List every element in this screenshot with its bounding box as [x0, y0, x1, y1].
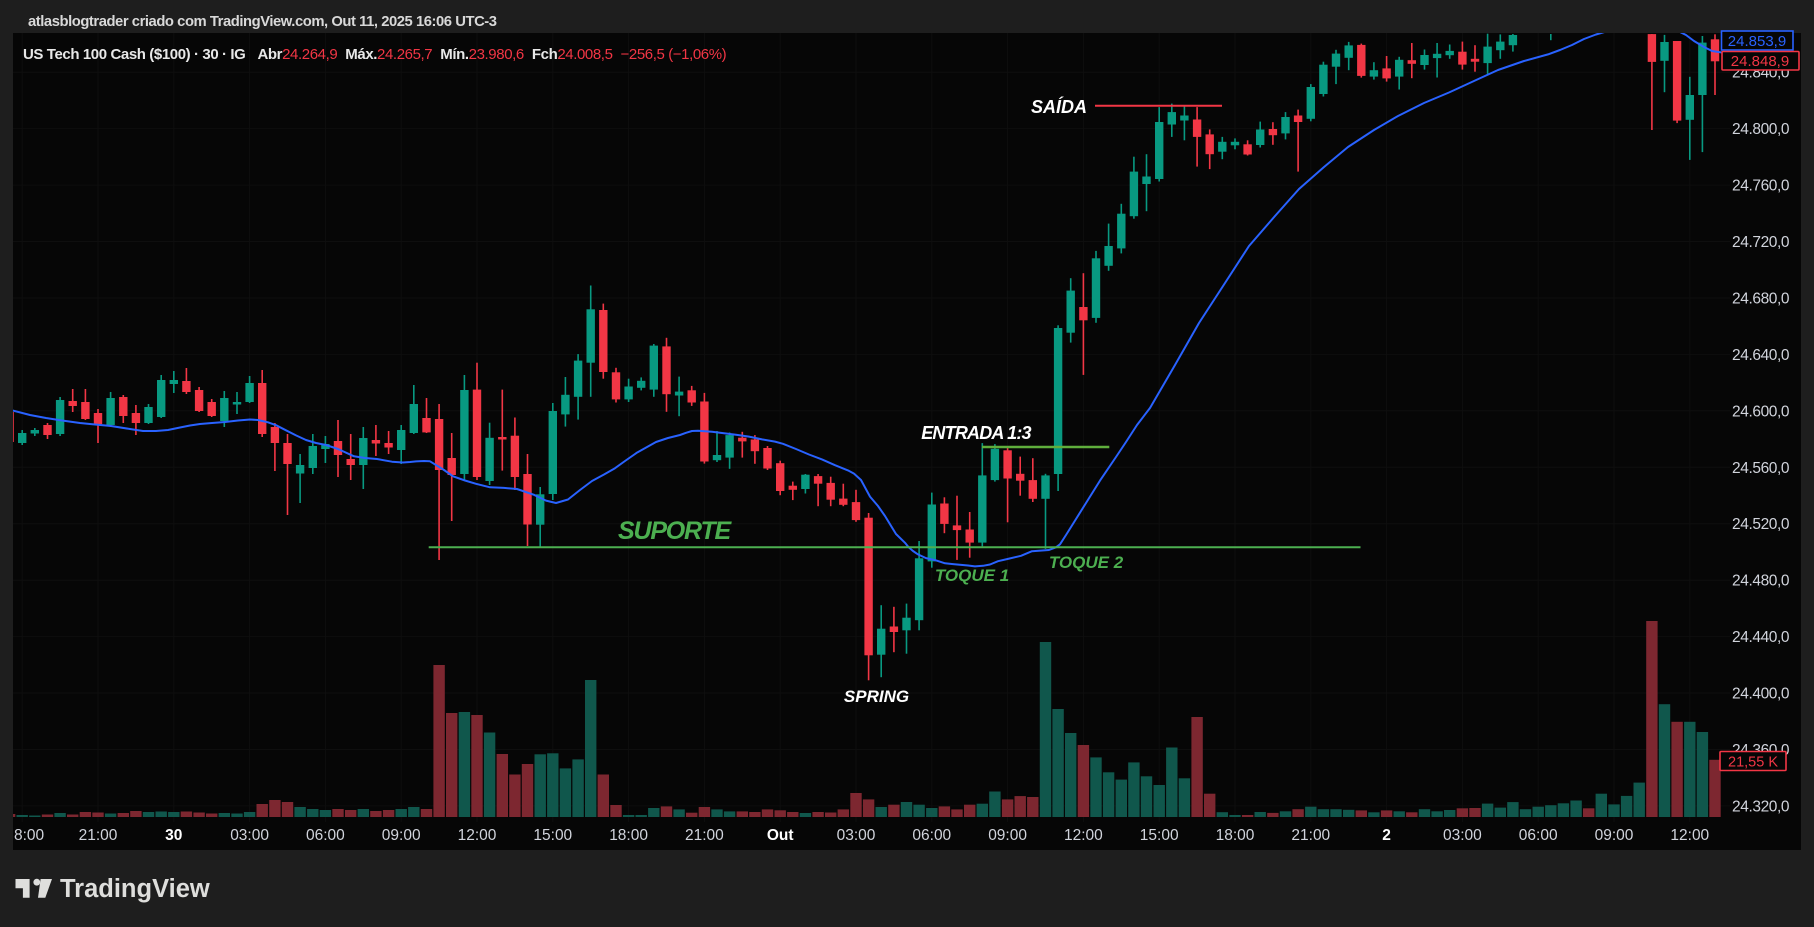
svg-text:Out: Out	[767, 827, 794, 844]
svg-text:24.600,0: 24.600,0	[1732, 403, 1790, 420]
svg-text:ENTRADA 1:3: ENTRADA 1:3	[921, 423, 1031, 443]
svg-text:15:00: 15:00	[533, 827, 572, 844]
svg-text:24.320,0: 24.320,0	[1732, 798, 1790, 815]
svg-text:24.520,0: 24.520,0	[1732, 516, 1790, 533]
svg-text:21:00: 21:00	[79, 827, 118, 844]
svg-text:09:00: 09:00	[1595, 827, 1634, 844]
svg-text:03:00: 03:00	[837, 827, 876, 844]
svg-text:24.800,0: 24.800,0	[1732, 121, 1790, 138]
svg-text:12:00: 12:00	[458, 827, 497, 844]
svg-text:24.400,0: 24.400,0	[1732, 686, 1790, 703]
svg-text:24.680,0: 24.680,0	[1732, 291, 1790, 308]
svg-text:24.480,0: 24.480,0	[1732, 573, 1790, 590]
svg-text:TOQUE 2: TOQUE 2	[1049, 553, 1124, 572]
svg-text:24.720,0: 24.720,0	[1732, 234, 1790, 251]
svg-text:06:00: 06:00	[912, 827, 951, 844]
svg-text:SUPORTE: SUPORTE	[618, 517, 733, 545]
svg-text:2: 2	[1382, 827, 1391, 844]
svg-text:06:00: 06:00	[306, 827, 345, 844]
svg-text:24.760,0: 24.760,0	[1732, 178, 1790, 195]
svg-text:21,55 K: 21,55 K	[1728, 755, 1778, 771]
svg-text:21:00: 21:00	[1291, 827, 1330, 844]
svg-text:8:00: 8:00	[14, 827, 45, 844]
svg-text:12:00: 12:00	[1670, 827, 1709, 844]
svg-text:SPRING: SPRING	[844, 687, 909, 706]
svg-text:18:00: 18:00	[1216, 827, 1255, 844]
svg-text:24.640,0: 24.640,0	[1732, 347, 1790, 364]
svg-text:30: 30	[165, 827, 182, 844]
svg-text:21:00: 21:00	[685, 827, 724, 844]
svg-text:atlasblogtrader criado com Tra: atlasblogtrader criado com TradingView.c…	[28, 14, 497, 30]
svg-text:03:00: 03:00	[1443, 827, 1482, 844]
svg-text:18:00: 18:00	[609, 827, 648, 844]
svg-text:TOQUE 1: TOQUE 1	[935, 566, 1009, 585]
svg-text:03:00: 03:00	[230, 827, 269, 844]
svg-text:TradingView: TradingView	[60, 875, 210, 903]
svg-text:24.440,0: 24.440,0	[1732, 629, 1790, 646]
svg-text:09:00: 09:00	[988, 827, 1027, 844]
svg-text:24.848,9: 24.848,9	[1731, 53, 1789, 70]
svg-text:SAÍDA: SAÍDA	[1031, 96, 1087, 117]
svg-text:15:00: 15:00	[1140, 827, 1179, 844]
svg-text:06:00: 06:00	[1519, 827, 1558, 844]
svg-text:24.853,9: 24.853,9	[1728, 33, 1786, 50]
svg-text:09:00: 09:00	[382, 827, 421, 844]
svg-text:12:00: 12:00	[1064, 827, 1103, 844]
svg-text:US Tech 100 Cash ($100) · 30 ·: US Tech 100 Cash ($100) · 30 · IG Abr24.2…	[23, 46, 727, 63]
svg-text:24.560,0: 24.560,0	[1732, 460, 1790, 477]
